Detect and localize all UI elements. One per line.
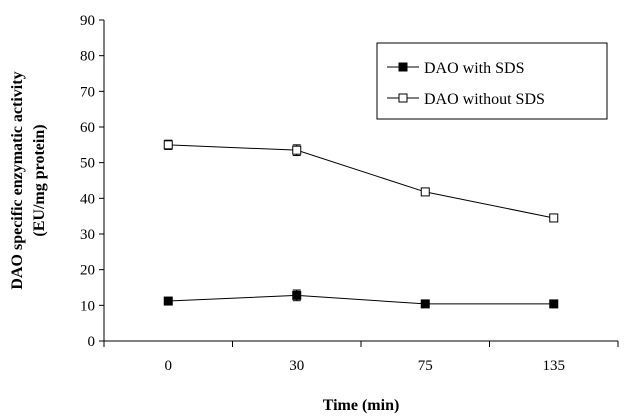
data-point: [292, 145, 302, 155]
y-tick-label: 20: [80, 263, 95, 279]
y-tick-label: 60: [80, 120, 95, 136]
x-tick-label: 0: [165, 358, 173, 374]
y-tick-label: 70: [80, 84, 95, 100]
y-tick-label: 0: [88, 334, 96, 350]
y-tick-label: 50: [80, 156, 95, 172]
series-line: [168, 294, 554, 305]
series-1: [163, 289, 559, 309]
y-axis-title: DAO specific enzymatic activity (EU/mg p…: [9, 71, 48, 289]
legend-marker: [398, 93, 408, 103]
legend-item-1: DAO with SDS: [387, 60, 524, 77]
data-point: [163, 140, 173, 150]
x-ticks: 0 30 75 135: [103, 341, 619, 374]
y-axis-title-line-2: (EU/mg protein): [31, 124, 48, 236]
legend: DAO with SDS DAO without SDS: [376, 42, 608, 120]
legend-label: DAO with SDS: [424, 60, 524, 77]
x-tick-label: 30: [289, 358, 304, 374]
data-point: [549, 213, 559, 223]
data-point: [549, 299, 559, 309]
data-point: [163, 296, 173, 306]
legend-box: [376, 42, 608, 120]
data-point: [292, 290, 302, 300]
x-axis-title: Time (min): [323, 397, 400, 414]
y-axis-title-line-1: DAO specific enzymatic activity: [9, 71, 26, 289]
data-point: [420, 299, 430, 309]
y-tick-label: 40: [80, 191, 95, 207]
y-tick-label: 30: [80, 227, 95, 243]
legend-marker: [398, 62, 408, 72]
series-2: [163, 139, 559, 223]
x-tick-label: 75: [418, 358, 433, 374]
y-tick-label: 10: [80, 298, 95, 314]
y-ticks: 0 10 20 30 40 50 60 70 80 90: [80, 13, 104, 350]
x-tick-label: 135: [543, 358, 566, 374]
data-point: [420, 187, 430, 197]
series-layer: [163, 139, 559, 309]
y-tick-label: 80: [80, 49, 95, 65]
legend-label: DAO without SDS: [424, 91, 545, 108]
legend-item-2: DAO without SDS: [387, 91, 545, 108]
y-tick-label: 90: [80, 13, 95, 29]
series-line: [168, 144, 554, 219]
